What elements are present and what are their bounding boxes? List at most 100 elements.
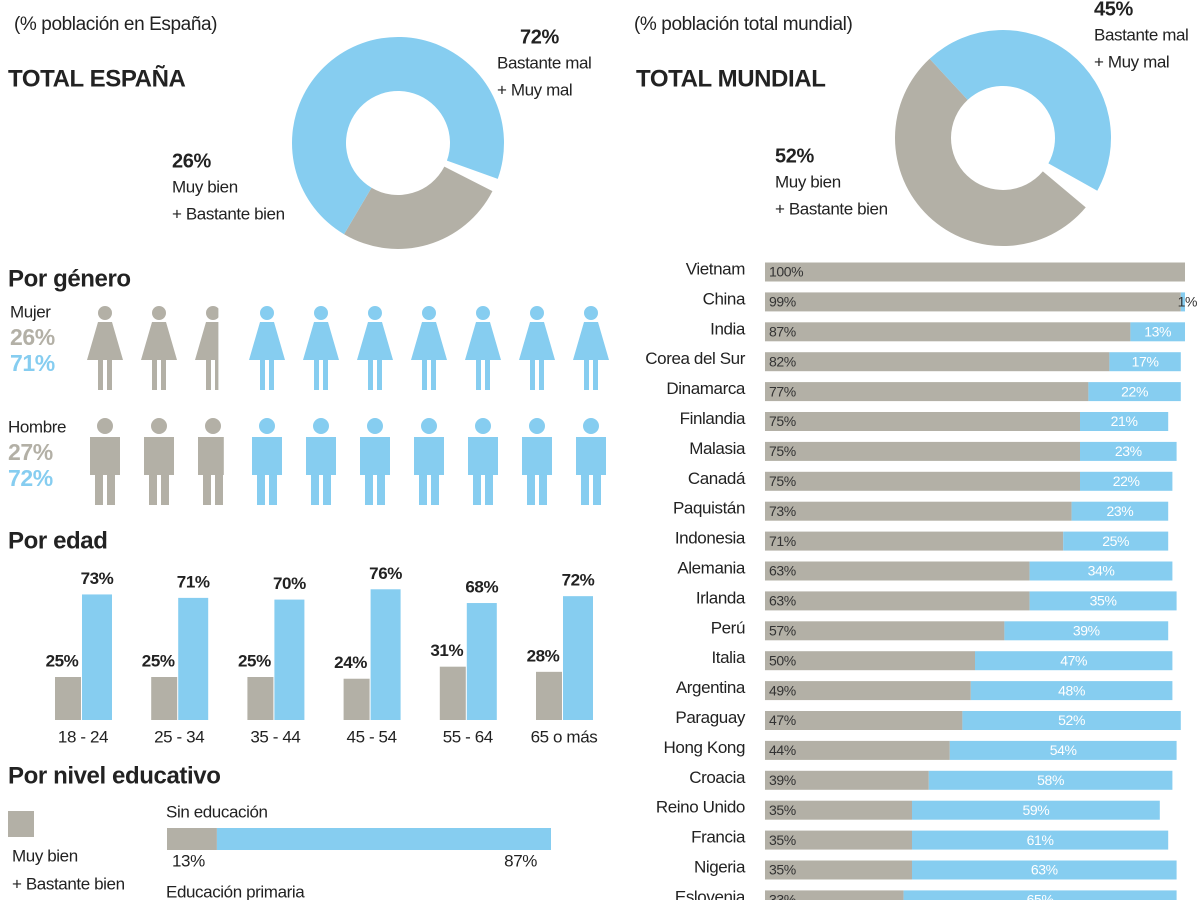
bar-segment (1029, 561, 1173, 581)
bar-segment (765, 382, 1089, 402)
segment-label: + Muy mal (497, 80, 572, 99)
value-label: 87% (504, 851, 537, 870)
value-label: 47% (1060, 652, 1087, 668)
value-label: 35% (769, 802, 796, 818)
bar-segment (765, 740, 950, 760)
segment-label: + Muy mal (1094, 52, 1169, 71)
value-label: 24% (334, 653, 367, 672)
row-label: Hombre (8, 417, 66, 436)
person-icon (252, 418, 606, 505)
value-label: 25% (46, 651, 79, 670)
bar-segment (765, 830, 912, 850)
value-label: 57% (769, 623, 796, 639)
value-label: 76% (369, 564, 402, 583)
bar-segment (1130, 322, 1185, 342)
country-label: Malasia (689, 439, 746, 458)
value-label: 75% (769, 473, 796, 489)
bar (466, 603, 497, 720)
bar-segment (765, 651, 975, 671)
bar-segment (216, 828, 552, 850)
category-label: Sin educación (166, 802, 268, 821)
value-label: 73% (769, 503, 796, 519)
bar-segment (903, 890, 1177, 900)
country-label: Francia (691, 828, 746, 847)
value-label: 75% (769, 413, 796, 429)
subtitle: (% población en España) (14, 14, 217, 35)
value-label: 31% (430, 641, 463, 660)
value-label: 72% (520, 26, 559, 48)
value-label: 39% (1073, 623, 1100, 639)
value-label: 71% (177, 572, 210, 591)
value-label: 50% (769, 652, 796, 668)
country-label: Perú (711, 618, 745, 637)
value-label: 26% (10, 324, 55, 350)
icon-group (249, 306, 609, 390)
bar-segment (1004, 621, 1169, 641)
value-label: 39% (769, 772, 796, 788)
value-label: 52% (1058, 712, 1085, 728)
value-label: 61% (1027, 832, 1054, 848)
donut-title: TOTAL ESPAÑA (8, 64, 186, 92)
country-label: Paquistán (673, 499, 745, 518)
bar-segment (765, 531, 1064, 551)
country-label: Vietnam (686, 259, 745, 278)
bar-segment (1109, 352, 1181, 372)
country-label: India (710, 319, 746, 338)
value-label: 33% (769, 892, 796, 900)
value-label: 22% (1121, 383, 1148, 399)
segment-label: + Bastante bien (775, 199, 888, 218)
bar (563, 596, 593, 720)
value-label: 23% (1106, 503, 1133, 519)
value-label: 54% (1050, 742, 1077, 758)
bar-segment (765, 471, 1080, 491)
value-label: 63% (769, 593, 796, 609)
bar-segment (765, 262, 1185, 282)
bar (439, 666, 466, 720)
icon-group (90, 418, 224, 505)
x-tick-label: 35 - 44 (250, 727, 300, 746)
segment-label: Muy bien (775, 172, 841, 191)
donut-segment (929, 30, 1111, 191)
value-label: 45% (1094, 0, 1133, 20)
value-label: 28% (527, 646, 560, 665)
segment-label: + Bastante bien (172, 204, 285, 223)
bar-segment (765, 800, 912, 820)
value-label: 99% (769, 294, 796, 310)
country-label: China (703, 289, 746, 308)
section-title: Por género (8, 265, 131, 292)
x-tick-label: 55 - 64 (443, 727, 493, 746)
value-label: 75% (769, 443, 796, 459)
bar-segment (1080, 471, 1173, 491)
value-label: 26% (172, 150, 211, 172)
bar-segment (167, 828, 217, 850)
value-label: 13% (172, 851, 205, 870)
legend-label: + Bastante bien (12, 874, 125, 893)
person-icon (90, 418, 224, 505)
value-label: 71% (10, 350, 55, 376)
bar (274, 599, 305, 720)
bar-segment (1063, 531, 1169, 551)
legend-label: Muy bien (12, 846, 78, 865)
value-label: 25% (1102, 533, 1129, 549)
value-label: 1% (1178, 294, 1197, 310)
value-label: 100% (769, 264, 803, 280)
x-tick-label: 45 - 54 (347, 727, 397, 746)
bar-segment (912, 830, 1169, 850)
country-label: Finlandia (680, 409, 746, 428)
bar-segment (970, 681, 1173, 701)
x-tick-label: 65 o más (531, 727, 598, 746)
bar (151, 677, 178, 720)
bar-segment (1029, 591, 1177, 611)
bar-segment (949, 740, 1177, 760)
person-icon (249, 306, 609, 390)
value-label: 72% (562, 571, 595, 590)
bar-segment (765, 681, 971, 701)
value-label: 44% (769, 742, 796, 758)
bar-segment (1080, 412, 1169, 431)
value-label: 65% (1027, 892, 1054, 900)
country-label: Nigeria (694, 857, 746, 876)
value-label: 71% (769, 533, 796, 549)
bar-segment (1088, 382, 1181, 402)
bar-segment (1180, 292, 1185, 312)
person-icon (87, 306, 219, 390)
